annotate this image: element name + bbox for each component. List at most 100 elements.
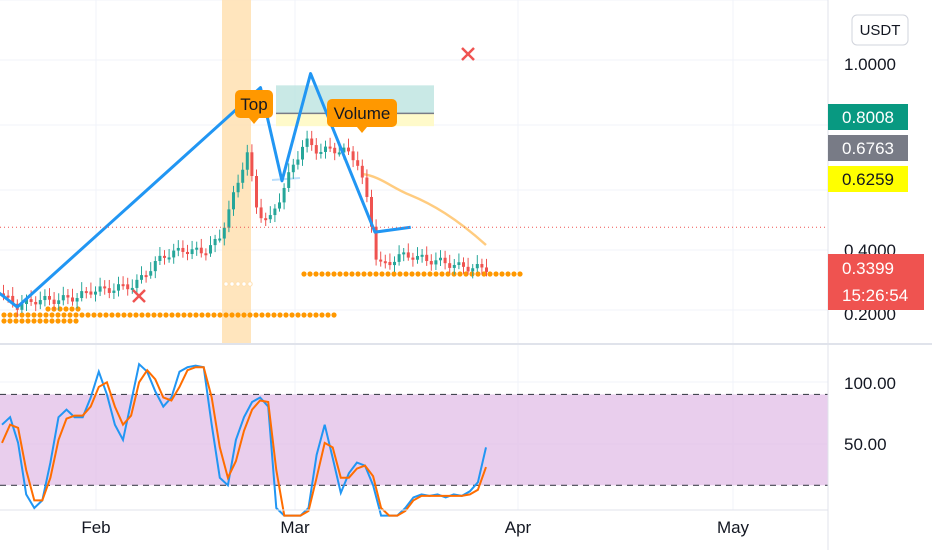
candle-body bbox=[43, 296, 47, 301]
support-dot bbox=[31, 312, 37, 318]
candle-body bbox=[172, 250, 176, 258]
time-axis[interactable]: Feb Mar Apr May bbox=[81, 518, 749, 537]
support-dot bbox=[49, 312, 55, 318]
support-dot bbox=[289, 312, 295, 318]
x-tick-apr: Apr bbox=[505, 518, 532, 537]
support-dot bbox=[469, 271, 475, 277]
support-dot bbox=[421, 271, 427, 277]
support-dot bbox=[319, 271, 325, 277]
candle-body bbox=[296, 159, 300, 165]
currency-label: USDT bbox=[860, 22, 901, 39]
support-dot bbox=[31, 318, 37, 324]
support-dot bbox=[13, 318, 19, 324]
support-dot bbox=[1, 312, 7, 318]
callout-volume[interactable]: Volume bbox=[327, 99, 397, 133]
highlight-column bbox=[222, 0, 251, 344]
candle-body bbox=[429, 261, 433, 265]
currency-button[interactable] bbox=[851, 14, 909, 46]
price-badge-entry-label: 0.6763 bbox=[842, 139, 894, 158]
stochastic-band bbox=[0, 393, 828, 486]
x-tick-mar: Mar bbox=[280, 518, 310, 537]
support-dot bbox=[13, 312, 19, 318]
support-dot bbox=[193, 312, 199, 318]
candle-body bbox=[480, 264, 484, 268]
candle-body bbox=[333, 147, 337, 154]
stoch-d-line bbox=[1, 366, 487, 517]
support-dot bbox=[7, 318, 13, 324]
support-dot bbox=[295, 312, 301, 318]
support-dot bbox=[319, 312, 325, 318]
support-dot bbox=[75, 306, 81, 312]
candle-body bbox=[222, 227, 226, 239]
support-dot bbox=[391, 271, 397, 277]
support-dot bbox=[373, 271, 379, 277]
candle-body bbox=[204, 253, 208, 256]
support-dot bbox=[505, 271, 511, 277]
candle-body bbox=[420, 254, 424, 257]
candle-body bbox=[452, 264, 456, 268]
support-dot bbox=[355, 271, 361, 277]
annotation-marks[interactable] bbox=[0, 47, 828, 303]
candle-body bbox=[379, 259, 383, 262]
support-dot bbox=[133, 312, 139, 318]
support-dot bbox=[271, 312, 277, 318]
last-price-label: 0.3399 bbox=[842, 259, 894, 278]
support-dot bbox=[481, 271, 487, 277]
support-dot bbox=[331, 312, 337, 318]
support-dot bbox=[211, 312, 217, 318]
zigzag-line[interactable] bbox=[0, 72, 411, 309]
candle-body bbox=[268, 215, 272, 220]
support-dot bbox=[439, 271, 445, 277]
support-dot bbox=[433, 271, 439, 277]
candle-body bbox=[89, 291, 93, 295]
zigzag-polyline bbox=[0, 72, 411, 309]
cross-mark-upper bbox=[461, 47, 475, 61]
candle-body bbox=[356, 160, 360, 166]
callouts[interactable]: Top Volume bbox=[235, 90, 397, 133]
candle-body bbox=[374, 226, 378, 260]
support-dot bbox=[313, 271, 319, 277]
candle-body bbox=[324, 146, 327, 152]
candle-body bbox=[34, 301, 38, 305]
candle-body bbox=[328, 146, 332, 149]
candle-body bbox=[342, 147, 346, 153]
candle-body bbox=[457, 262, 461, 265]
candle-body bbox=[71, 297, 74, 302]
candle-body bbox=[6, 295, 10, 298]
support-dot bbox=[121, 312, 127, 318]
support-dot bbox=[67, 312, 73, 318]
stoch-band-fill bbox=[0, 394, 828, 486]
price-badge-tp: 0.8008 bbox=[828, 104, 908, 130]
support-dot bbox=[457, 271, 463, 277]
support-dot bbox=[265, 312, 271, 318]
candle-body bbox=[98, 286, 102, 292]
stoch-tick-2: 50.00 bbox=[844, 435, 887, 454]
candle-body bbox=[425, 254, 429, 262]
support-dot bbox=[241, 281, 247, 287]
support-dot bbox=[103, 312, 109, 318]
support-dot bbox=[253, 312, 259, 318]
candle-body bbox=[163, 255, 166, 258]
candle-body bbox=[250, 152, 254, 177]
stoch-tick-1: 100.00 bbox=[844, 374, 896, 393]
support-dot bbox=[19, 318, 25, 324]
candle-body bbox=[29, 299, 33, 302]
support-dots bbox=[1, 271, 523, 324]
candle-body bbox=[402, 252, 406, 255]
candle-body bbox=[181, 247, 185, 252]
candle-body bbox=[57, 300, 61, 304]
candle-body bbox=[153, 260, 157, 272]
candle-body bbox=[310, 138, 314, 146]
cross-stroke bbox=[461, 47, 475, 61]
support-dot bbox=[169, 312, 175, 318]
support-dot bbox=[307, 312, 313, 318]
callout-pointer bbox=[357, 127, 367, 133]
candle-body bbox=[462, 262, 465, 267]
callout-top[interactable]: Top bbox=[235, 90, 273, 124]
candle-body bbox=[351, 151, 355, 161]
candle-body bbox=[218, 238, 222, 241]
countdown-label: 15:26:54 bbox=[842, 286, 908, 305]
candle-body bbox=[434, 260, 438, 265]
